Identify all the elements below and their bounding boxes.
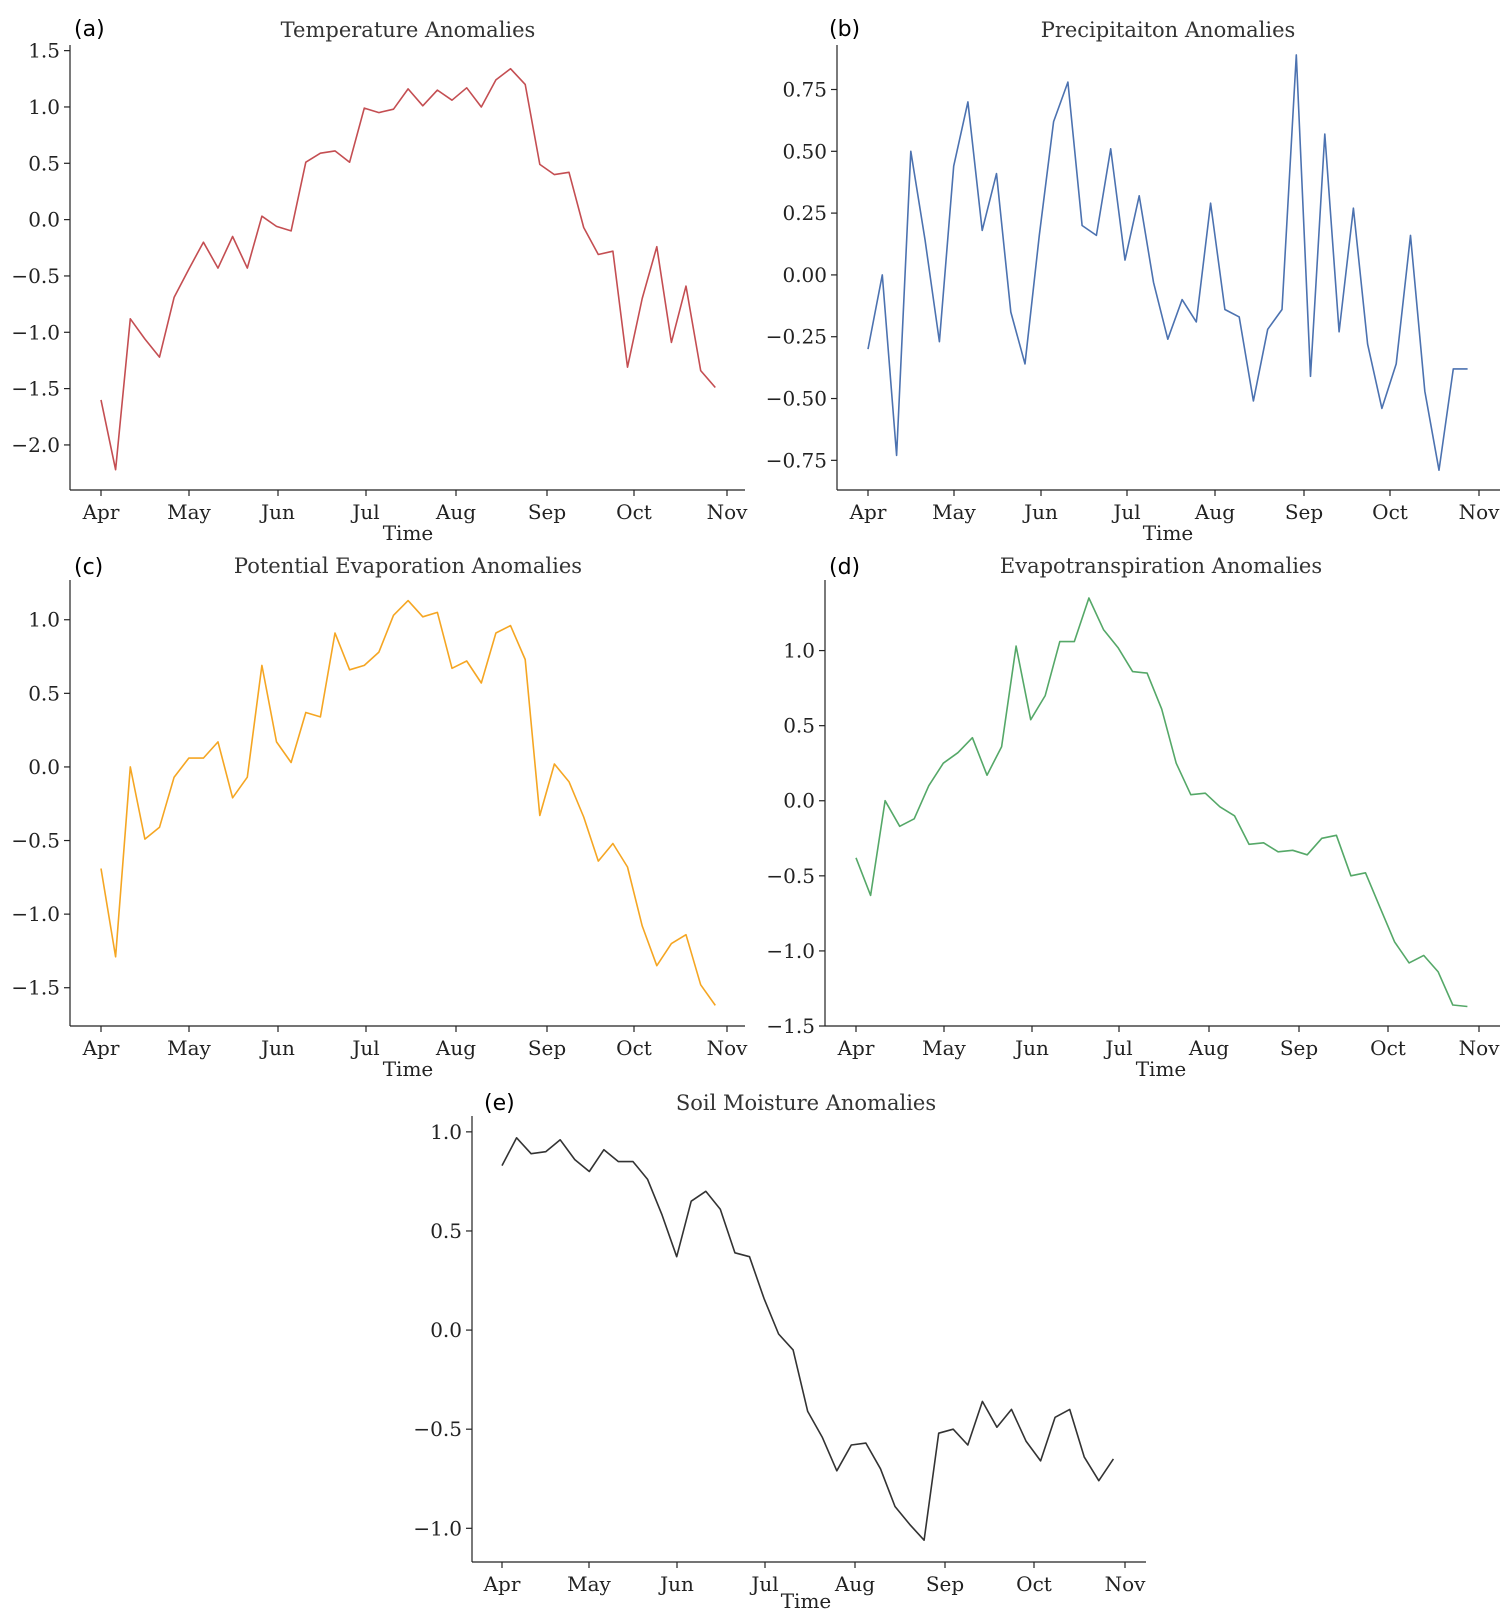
chart-d-title: Evapotranspiration Anomalies <box>1000 554 1322 578</box>
chart-a-x-tick-label: May <box>167 500 211 524</box>
chart-a-x-tick-label: Oct <box>616 500 652 524</box>
chart-c-x-tick-label: Jul <box>350 1036 379 1060</box>
chart-c-x-tick-label: Nov <box>707 1036 749 1060</box>
chart-a-y-tick-label: 0.5 <box>28 151 60 175</box>
chart-a-series-line <box>100 67 716 471</box>
chart-e-x-tick-label: May <box>567 1572 611 1596</box>
chart-e-x-tick-label: Apr <box>483 1572 521 1596</box>
chart-d-y-tick-label: −0.5 <box>766 864 815 888</box>
chart-c-y-tick-label: 0.0 <box>28 755 60 779</box>
chart-c-title: Potential Evaporation Anomalies <box>234 554 582 578</box>
chart-a-y-tick-label: −2.0 <box>11 433 60 457</box>
chart-d-x-axis-label: Time <box>1136 1057 1187 1081</box>
chart-d-x-tick-label: Aug <box>1188 1036 1229 1060</box>
chart-d-y-tick-label: 0.0 <box>783 789 815 813</box>
chart-c-y-tick-label: 1.0 <box>28 608 60 632</box>
chart-a-x-axis-label: Time <box>383 521 434 545</box>
chart-c-panel: (c) Potential Evaporation Anomalies −1.5 −1… <box>11 554 748 1081</box>
chart-c-y-tick-label: 0.5 <box>28 681 60 705</box>
chart-a-y-tick-label: 0.0 <box>28 208 60 232</box>
chart-c-x-tick-label: May <box>167 1036 211 1060</box>
chart-c-y-tick-label: −0.5 <box>11 829 60 853</box>
chart-d-y-tick-label: 1.0 <box>783 639 815 663</box>
chart-b-x-tick-label: May <box>932 500 976 524</box>
chart-a-y-tick-label: 1.5 <box>28 39 60 63</box>
chart-e-y-tick-label: 0.0 <box>430 1318 462 1342</box>
chart-b-x-tick-label: Jun <box>1022 500 1058 524</box>
chart-c-x-tick-label: Oct <box>616 1036 652 1060</box>
chart-d-x-tick-label: Jul <box>1103 1036 1132 1060</box>
chart-e-x-tick-label: Nov <box>1105 1572 1147 1596</box>
chart-e-y-tick-label: 0.5 <box>430 1219 462 1243</box>
chart-d-x-tick-label: Apr <box>837 1036 875 1060</box>
chart-b-y-tick-label: 0.00 <box>782 263 827 287</box>
chart-c-x-tick-label: Apr <box>82 1036 120 1060</box>
chart-e-x-tick-label: Sep <box>926 1572 964 1596</box>
chart-d-x-tick-label: Nov <box>1459 1036 1501 1060</box>
chart-e-y-tick-label: −1.0 <box>413 1516 462 1540</box>
chart-d-series-line <box>855 597 1468 1008</box>
chart-a-y-tick-label: −0.5 <box>11 264 60 288</box>
chart-b-panel-letter: (b) <box>829 17 860 42</box>
chart-c-y-tick-label: −1.5 <box>11 976 60 1000</box>
chart-a-title: Temperature Anomalies <box>281 18 536 42</box>
chart-d-panel: (d) Evapotranspiration Anomalies −1.5 −1.0 −… <box>766 554 1500 1081</box>
chart-b-y-tick-label: −0.25 <box>766 325 827 349</box>
chart-b-x-tick-label: Oct <box>1372 500 1408 524</box>
chart-e-x-axis-label: Time <box>781 1589 832 1613</box>
chart-a-x-tick-label: Sep <box>528 500 566 524</box>
chart-a-x-tick-label: Jul <box>350 500 379 524</box>
chart-b-x-tick-label: Jul <box>1111 500 1140 524</box>
chart-b-series-line <box>867 54 1468 472</box>
chart-b-y-tick-label: −0.75 <box>766 448 827 472</box>
chart-a-x-tick-label: Nov <box>707 500 749 524</box>
chart-c-series-line <box>100 599 716 1006</box>
chart-a-x-tick-label: Jun <box>259 500 295 524</box>
chart-e-x-tick-label: Aug <box>834 1572 875 1596</box>
chart-b-x-tick-label: Nov <box>1459 500 1501 524</box>
chart-a-y-tick-label: −1.0 <box>11 320 60 344</box>
chart-d-y-tick-label: −1.5 <box>766 1014 815 1038</box>
chart-e-title: Soil Moisture Anomalies <box>676 1091 936 1115</box>
chart-d-x-tick-label: Jun <box>1013 1036 1049 1060</box>
chart-d-panel-letter: (d) <box>829 555 860 580</box>
chart-a-y-tick-label: −1.5 <box>11 377 60 401</box>
chart-c-x-tick-label: Sep <box>528 1036 566 1060</box>
chart-b-x-tick-label: Apr <box>849 500 887 524</box>
chart-a-panel-letter: (a) <box>74 17 105 42</box>
chart-b-y-tick-label: 0.50 <box>782 139 827 163</box>
chart-e-x-tick-label: Jun <box>658 1572 694 1596</box>
chart-d-x-tick-label: Sep <box>1280 1036 1318 1060</box>
chart-b-y-tick-label: 0.25 <box>782 201 827 225</box>
chart-e-y-tick-label: 1.0 <box>430 1120 462 1144</box>
chart-b-y-tick-label: −0.50 <box>766 387 827 411</box>
chart-e-x-tick-label: Oct <box>1016 1572 1052 1596</box>
chart-b-x-tick-label: Aug <box>1194 500 1235 524</box>
chart-c-x-tick-label: Jun <box>259 1036 295 1060</box>
chart-b-x-axis-label: Time <box>1143 521 1194 545</box>
chart-b-title: Precipitaiton Anomalies <box>1041 18 1296 42</box>
chart-d-y-tick-label: −1.0 <box>766 939 815 963</box>
chart-a-panel: (a) Temperature Anomalies −2.0 −1.5 −1.0 −0.5… <box>11 17 748 545</box>
chart-a-x-tick-label: Aug <box>435 500 476 524</box>
chart-d-x-tick-label: Oct <box>1370 1036 1406 1060</box>
chart-d-x-tick-label: May <box>922 1036 966 1060</box>
chart-d-y-tick-label: 0.5 <box>783 714 815 738</box>
chart-c-x-tick-label: Aug <box>435 1036 476 1060</box>
chart-e-y-tick-label: −0.5 <box>413 1417 462 1441</box>
chart-e-series-line <box>501 1137 1115 1541</box>
chart-b-panel: (b) Precipitaiton Anomalies −0.75 −0.50 −0.2… <box>766 17 1500 545</box>
chart-c-panel-letter: (c) <box>74 555 103 580</box>
chart-b-x-tick-label: Sep <box>1285 500 1323 524</box>
chart-c-x-axis-label: Time <box>383 1057 434 1081</box>
chart-c-y-tick-label: −1.0 <box>11 902 60 926</box>
chart-a-x-tick-label: Apr <box>82 500 120 524</box>
chart-e-x-tick-label: Jul <box>749 1572 778 1596</box>
chart-a-y-tick-label: 1.0 <box>28 95 60 119</box>
chart-e-panel-letter: (e) <box>484 1091 515 1116</box>
chart-b-y-tick-label: 0.75 <box>782 78 827 102</box>
chart-e-panel: (e) Soil Moisture Anomalies −1.0 −0.5 0.0 0.5… <box>413 1091 1146 1613</box>
